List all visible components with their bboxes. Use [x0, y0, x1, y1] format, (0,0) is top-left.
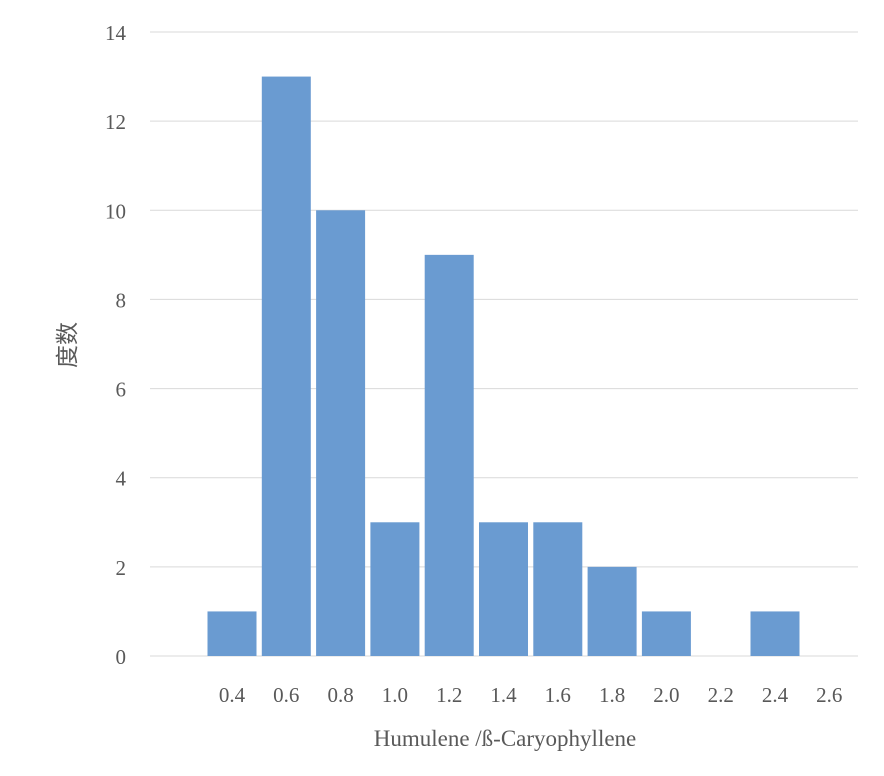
y-tick-label: 8	[116, 288, 127, 312]
x-tick-label: 2.2	[708, 683, 734, 707]
bar-1.0	[370, 522, 420, 656]
y-tick-label: 14	[105, 21, 127, 45]
bars	[207, 76, 800, 657]
bar-0.8	[316, 210, 366, 657]
x-tick-label: 1.8	[599, 683, 625, 707]
x-axis-title: Humulene /ß-Caryophyllene	[374, 726, 637, 751]
x-tick-label: 1.0	[382, 683, 408, 707]
y-tick-labels: 0 2 4 6 8 10 12 14	[105, 21, 127, 669]
x-tick-label: 0.6	[273, 683, 299, 707]
y-tick-label: 0	[116, 645, 127, 669]
x-tick-label: 0.8	[327, 683, 353, 707]
bar-1.2	[424, 254, 474, 656]
bar-0.6	[261, 76, 311, 657]
x-tick-label: 1.6	[545, 683, 571, 707]
x-tick-label: 2.0	[653, 683, 679, 707]
x-tick-label: 0.4	[219, 683, 246, 707]
x-tick-label: 2.4	[762, 683, 789, 707]
y-tick-label: 12	[105, 110, 126, 134]
y-axis-title: 度数	[55, 322, 80, 368]
bar-2.4	[750, 611, 800, 656]
bar-0.4	[207, 611, 257, 656]
bar-1.4	[479, 522, 528, 656]
x-tick-label: 1.4	[490, 683, 517, 707]
y-tick-label: 10	[105, 199, 126, 223]
y-tick-label: 2	[116, 556, 127, 580]
y-tick-label: 6	[116, 378, 127, 402]
x-tick-labels: 0.4 0.6 0.8 1.0 1.2 1.4 1.6 1.8 2.0 2.2 2.4 2.6	[219, 683, 843, 707]
bar-1.8	[587, 566, 637, 656]
bar-1.6	[533, 522, 583, 656]
x-tick-label: 1.2	[436, 683, 462, 707]
bar-2.0	[641, 611, 691, 656]
x-tick-label: 2.6	[816, 683, 842, 707]
y-tick-label: 4	[116, 467, 127, 491]
